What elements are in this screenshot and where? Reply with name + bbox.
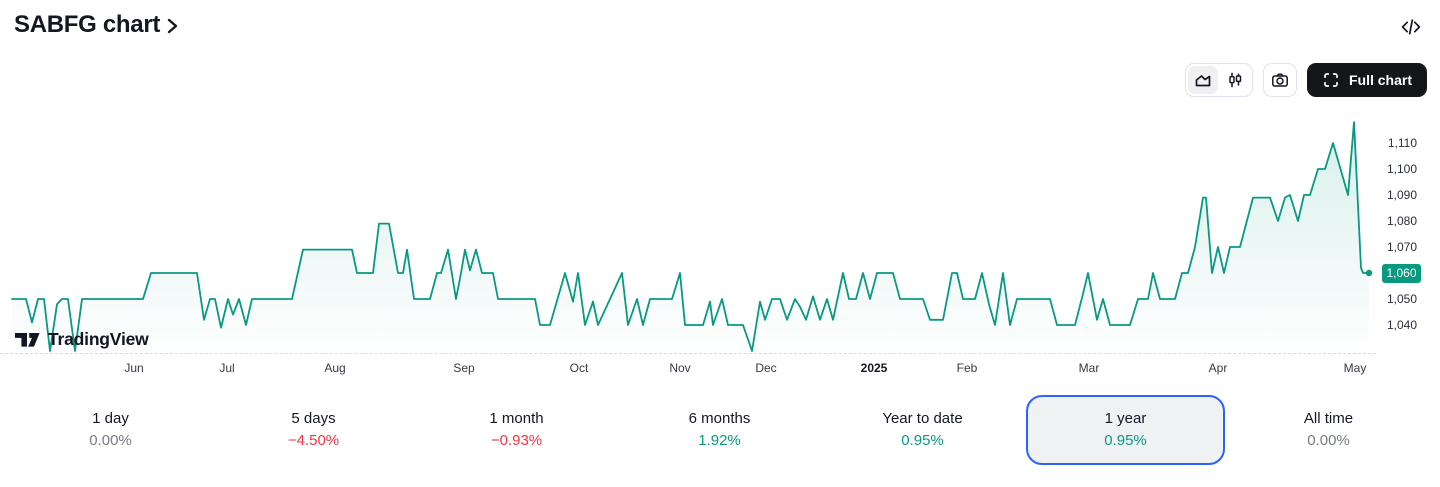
price-area: [12, 122, 1369, 353]
range-change-value: −0.93%: [490, 432, 543, 449]
x-axis-label: Mar: [1078, 361, 1100, 375]
range-button-1-year[interactable]: 1 year 0.95%: [1026, 395, 1225, 465]
last-price-badge: 1,060: [1382, 263, 1421, 283]
x-axis-label: Apr: [1208, 361, 1228, 375]
symbol-title-link[interactable]: SABFG chart: [14, 11, 181, 39]
range-button-year-to-date[interactable]: Year to date 0.95%: [823, 395, 1022, 465]
x-axis-label: Oct: [569, 361, 589, 375]
range-change-value: −4.50%: [287, 432, 340, 449]
y-axis-label: 1,040: [1386, 318, 1417, 332]
range-button-1-month[interactable]: 1 month −0.93%: [417, 395, 616, 465]
fullscreen-icon: [1322, 71, 1340, 89]
price-line: [11, 121, 1370, 352]
y-axis-label: 1,080: [1386, 214, 1417, 228]
range-label: 6 months: [688, 410, 751, 427]
embed-code-icon: [1398, 14, 1424, 40]
y-axis-label: 1,110: [1387, 136, 1417, 150]
range-selector: 1 day 0.00% 5 days −4.50% 1 month −0.93%…: [9, 395, 1430, 465]
range-change-value: 1.92%: [698, 432, 741, 449]
range-label: 1 year: [1104, 410, 1147, 427]
range-change-value: 0.00%: [89, 432, 132, 449]
x-axis-label: Jun: [124, 361, 144, 375]
range-button-5-days[interactable]: 5 days −4.50%: [214, 395, 413, 465]
x-axis-label: Aug: [324, 361, 346, 375]
tradingview-logo-icon: [14, 332, 41, 348]
x-axis-baseline: [0, 353, 1376, 354]
x-axis-label: May: [1343, 361, 1367, 375]
x-axis-label: Sep: [453, 361, 475, 375]
area-chart-type-button[interactable]: [1187, 66, 1218, 94]
tradingview-logo-link[interactable]: TradingView: [14, 329, 149, 350]
chevron-right-icon: [163, 15, 181, 37]
y-axis-label: 1,070: [1386, 240, 1417, 254]
x-axis-label: Feb: [956, 361, 978, 375]
x-axis-label: Jul: [219, 361, 235, 375]
full-chart-button[interactable]: Full chart: [1306, 63, 1427, 97]
range-label: 5 days: [291, 410, 336, 427]
y-axis-label: 1,050: [1386, 292, 1417, 306]
range-button-1-day[interactable]: 1 day 0.00%: [11, 395, 210, 465]
embed-code-button[interactable]: [1397, 13, 1425, 41]
area-chart-icon: [1193, 70, 1213, 90]
range-label: 1 month: [489, 410, 544, 427]
range-change-value: 0.00%: [1307, 432, 1350, 449]
candlestick-chart-type-button[interactable]: [1220, 66, 1250, 94]
range-label: All time: [1303, 410, 1354, 427]
chart-type-segmented-control: [1184, 63, 1253, 97]
x-axis-label: Nov: [669, 361, 691, 375]
x-axis-label: 2025: [860, 361, 888, 375]
range-button-all-time[interactable]: All time 0.00%: [1229, 395, 1428, 465]
range-label: 1 day: [92, 410, 129, 427]
range-label: Year to date: [882, 410, 963, 427]
tradingview-logo-text: TradingView: [48, 329, 149, 349]
range-button-6-months[interactable]: 6 months 1.92%: [620, 395, 819, 465]
chart-toolbar: Full chart: [1184, 63, 1427, 97]
range-change-value: 0.95%: [1104, 432, 1147, 449]
x-axis-label: Dec: [755, 361, 777, 375]
range-change-value: 0.95%: [901, 432, 944, 449]
y-axis-label: 1,100: [1386, 162, 1417, 176]
full-chart-label: Full chart: [1348, 72, 1412, 88]
camera-icon: [1270, 70, 1290, 90]
page-title: SABFG chart: [14, 11, 161, 38]
y-axis-label: 1,090: [1386, 188, 1417, 202]
last-price-dot: [1365, 269, 1373, 277]
snapshot-button[interactable]: [1262, 63, 1297, 97]
candlestick-chart-icon: [1225, 70, 1245, 90]
